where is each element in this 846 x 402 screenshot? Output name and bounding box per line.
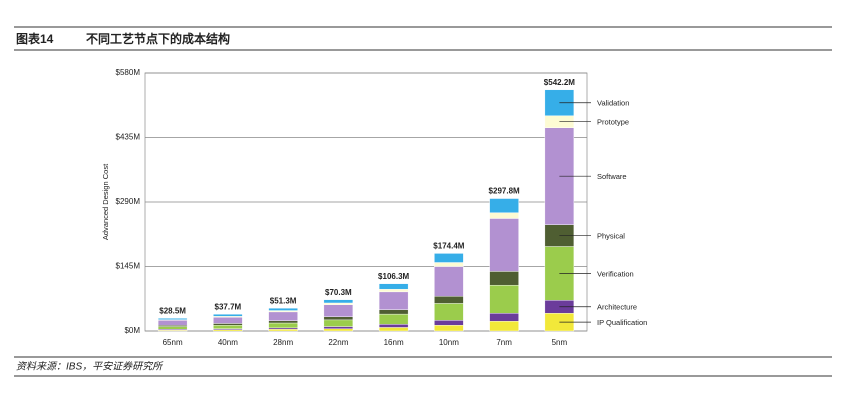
y-axis-label: Advanced Design Cost <box>101 163 110 240</box>
bar-segment <box>378 283 409 290</box>
bar-segment <box>378 288 409 293</box>
bar-segment <box>268 310 298 313</box>
bar-segment <box>323 326 354 329</box>
bar-segment <box>268 322 298 329</box>
bar-segment <box>434 296 464 304</box>
bar-segment <box>268 311 298 321</box>
bar-segment <box>157 325 188 327</box>
chart-title: 不同工艺节点下的成本结构 <box>86 31 230 46</box>
bar-segment <box>213 314 243 317</box>
bar-segment <box>489 284 519 314</box>
total-label: $106.3M <box>378 272 409 281</box>
legend-label: Prototype <box>597 118 629 127</box>
bar-segment <box>489 218 519 272</box>
bar-segment <box>213 317 243 324</box>
bar-segment <box>157 320 188 326</box>
bar-segment <box>213 329 243 332</box>
y-tick-label: $145M <box>116 262 141 271</box>
y-tick-label: $435M <box>116 133 141 142</box>
bar-segment <box>213 323 243 326</box>
x-tick-label: 7nm <box>496 338 512 347</box>
bar-segment <box>213 325 243 329</box>
bar-segment <box>489 198 519 213</box>
x-tick-label: 16nm <box>384 338 404 347</box>
bar-segment <box>434 303 464 321</box>
bar-segment <box>268 307 298 311</box>
bar-segment <box>489 212 519 219</box>
bar-segment <box>434 253 464 263</box>
source: 资料来源：IBS，平安证券研究所 <box>16 361 164 373</box>
legend-label: Physical <box>597 232 625 241</box>
bar-segment <box>323 328 354 332</box>
x-tick-label: 5nm <box>552 338 568 347</box>
legend-label: IP Qualification <box>597 318 647 327</box>
bar-segment <box>323 319 354 327</box>
bar-segment <box>489 321 519 332</box>
bar-segment <box>434 325 464 332</box>
legend-label: Validation <box>597 99 629 108</box>
bar-segment <box>434 266 464 297</box>
x-tick-label: 65nm <box>163 338 183 347</box>
bar-segment <box>489 271 519 286</box>
bar-segment <box>434 262 464 267</box>
bar-segment <box>378 313 409 325</box>
bar-segment <box>378 327 409 332</box>
bar-segment <box>268 329 298 332</box>
x-tick-label: 28nm <box>273 338 293 347</box>
legend-label: Software <box>597 172 627 181</box>
total-label: $37.7M <box>215 302 242 311</box>
y-tick-label: $580M <box>116 68 141 77</box>
bar-segment <box>323 304 354 317</box>
total-label: $70.3M <box>325 288 352 297</box>
x-tick-label: 40nm <box>218 338 238 347</box>
total-label: $51.3M <box>270 296 297 305</box>
legend-label: Architecture <box>597 303 637 312</box>
bar-segment <box>323 302 354 305</box>
bar-segment <box>323 316 354 321</box>
y-tick-label: $290M <box>116 197 141 206</box>
total-label: $297.8M <box>489 187 520 196</box>
legend-label: Verification <box>597 269 634 278</box>
total-label: $174.4M <box>433 242 464 251</box>
bar-segment <box>378 324 409 328</box>
total-label: $542.2M <box>544 78 575 87</box>
bar-segment <box>268 327 298 330</box>
total-label: $28.5M <box>159 306 186 315</box>
x-tick-label: 22nm <box>328 338 348 347</box>
bar-segment <box>378 309 409 315</box>
figure-label: 图表14 <box>16 31 54 46</box>
x-tick-label: 10nm <box>439 338 459 347</box>
bar-segment <box>489 313 519 322</box>
bar-segment <box>323 299 354 304</box>
bar-segment <box>378 291 409 310</box>
bar-segment <box>157 318 188 320</box>
bar-segment <box>268 320 298 324</box>
bar-segment <box>157 326 188 330</box>
y-tick-label: $0M <box>124 326 140 335</box>
bar-segment <box>434 320 464 326</box>
